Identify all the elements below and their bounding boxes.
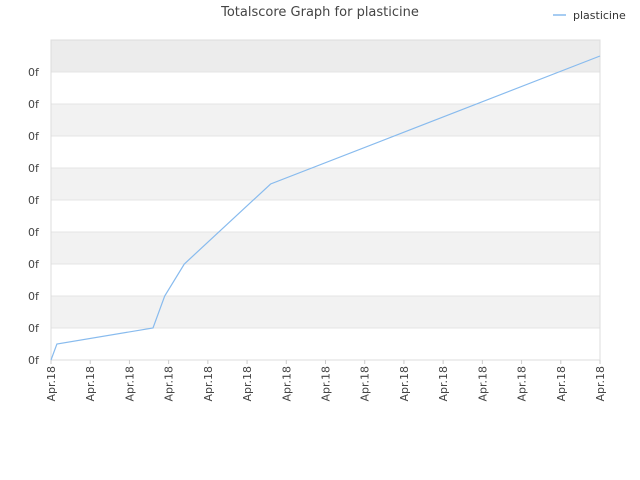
x-tick-label: Apr.18 — [202, 366, 215, 402]
plot-band — [51, 104, 600, 136]
y-tick-label: 0f — [28, 162, 40, 175]
y-tick-label: 0f — [28, 322, 40, 335]
y-tick-label: 0f — [28, 98, 40, 111]
x-tick-label: Apr.18 — [123, 366, 136, 402]
x-tick-label: Apr.18 — [320, 366, 333, 402]
plot-band — [51, 296, 600, 328]
series-layer — [50, 55, 601, 361]
x-tick-label: Apr.18 — [516, 366, 529, 402]
y-tick-label: 0f — [28, 258, 40, 271]
series-line-plasticine — [50, 55, 601, 361]
x-tick-label: Apr.18 — [163, 366, 176, 402]
plot-band — [51, 200, 600, 232]
plot-band — [51, 264, 600, 296]
x-tick-label: Apr.18 — [84, 366, 97, 402]
x-tick-label: Apr.18 — [241, 366, 254, 402]
x-tick-label: Apr.18 — [280, 366, 293, 402]
plot-band — [51, 328, 600, 360]
plot-band — [51, 72, 600, 104]
y-tick-label: 0f — [28, 66, 40, 79]
legend: plasticine — [553, 9, 626, 22]
y-axis: 0f 0f 0f 0f 0f 0f 0f 0f 0f 0f — [28, 66, 40, 367]
x-axis: Apr.18 Apr.18 Apr.18 Apr.18 Apr.18 Apr.18 Apr.… — [45, 360, 607, 402]
plot-band — [51, 40, 600, 72]
chart-title: Totalscore Graph for plasticine — [220, 5, 419, 20]
plot-band — [51, 168, 600, 200]
y-tick-label: 0f — [28, 354, 40, 367]
x-tick-label: Apr.18 — [555, 366, 568, 402]
x-tick-label: Apr.18 — [437, 366, 450, 402]
x-tick-label: Apr.18 — [398, 366, 411, 402]
x-tick-label: Apr.18 — [594, 366, 607, 402]
x-tick-label: Apr.18 — [359, 366, 372, 402]
y-tick-label: 0f — [28, 290, 40, 303]
y-tick-label: 0f — [28, 226, 40, 239]
y-tick-label: 0f — [28, 130, 40, 143]
legend-label: plasticine — [573, 9, 626, 22]
plot-band — [51, 232, 600, 264]
y-tick-label: 0f — [28, 194, 40, 207]
x-tick-label: Apr.18 — [45, 366, 58, 402]
x-tick-label: Apr.18 — [476, 366, 489, 402]
